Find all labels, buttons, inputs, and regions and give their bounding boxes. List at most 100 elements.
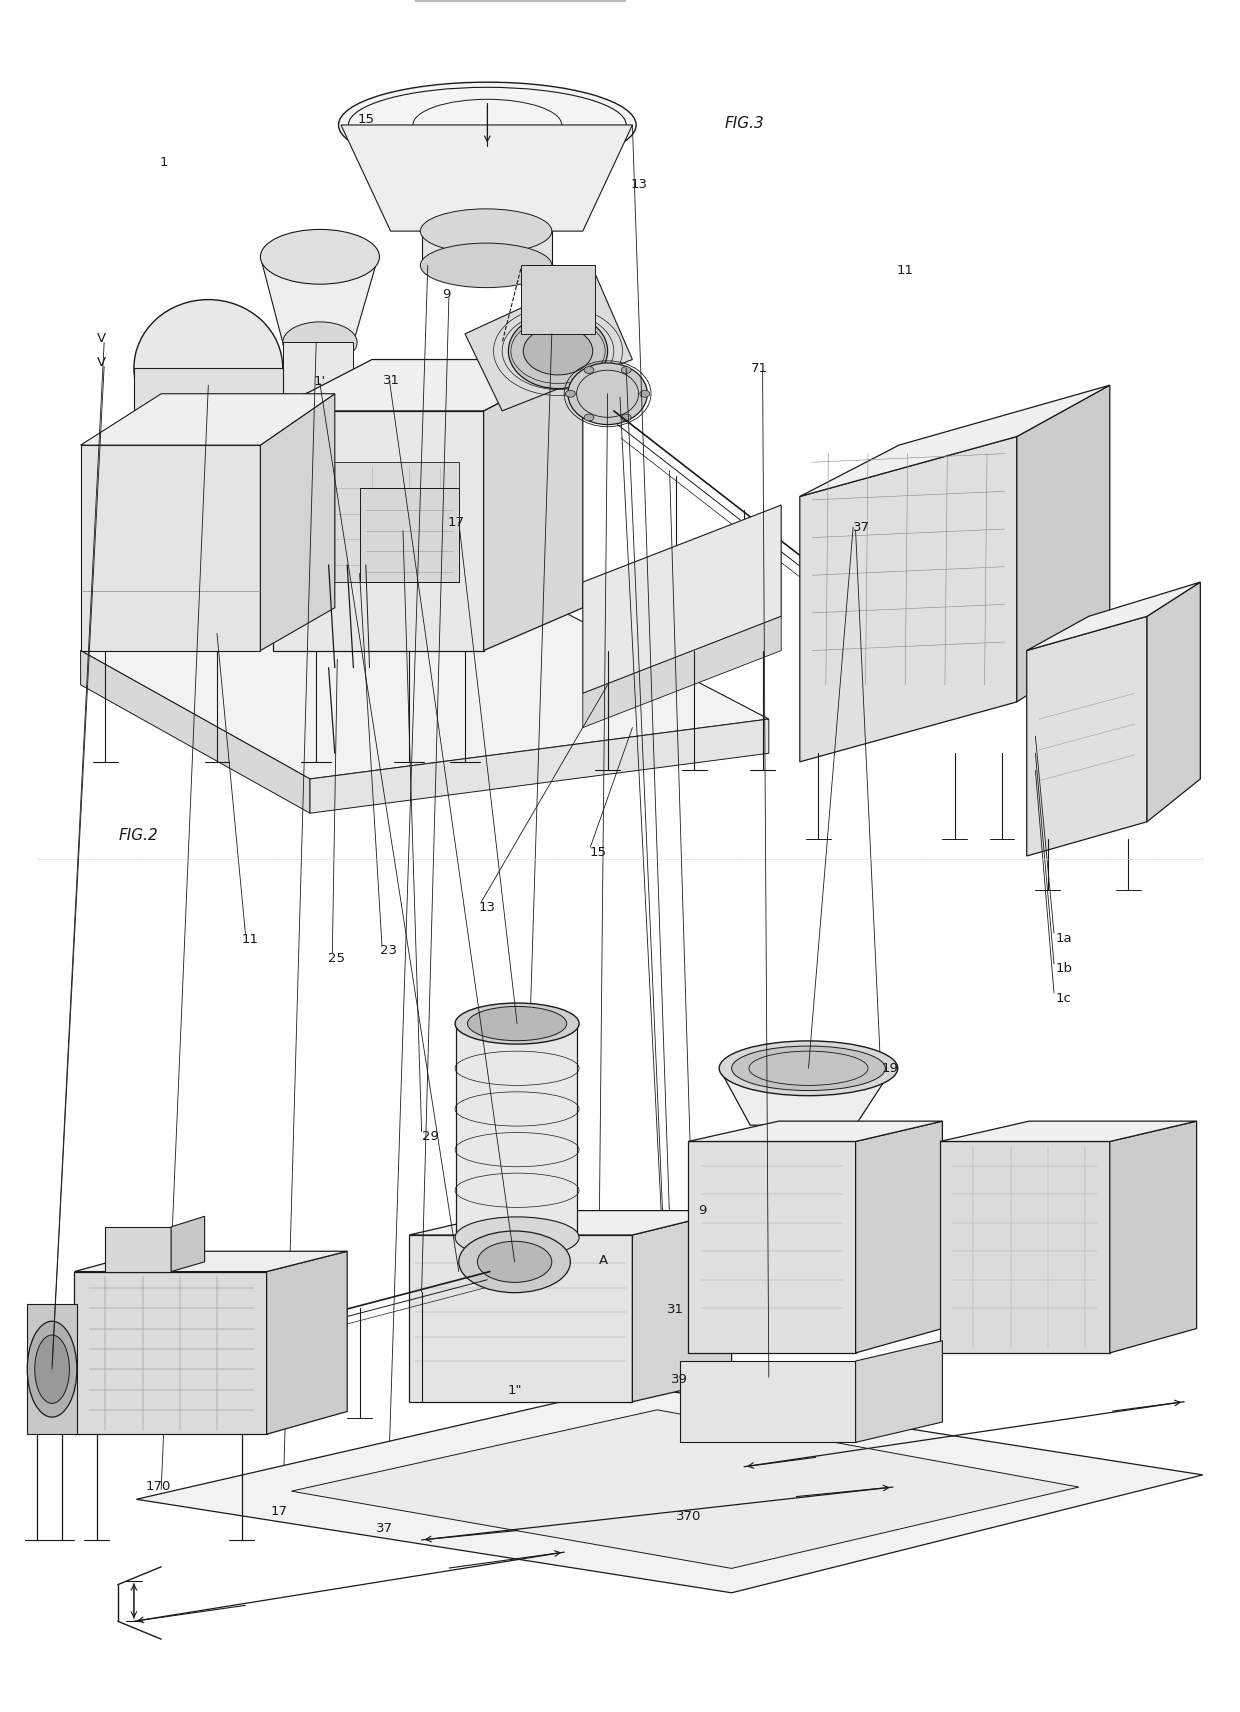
Ellipse shape — [523, 327, 593, 375]
Polygon shape — [291, 1411, 1079, 1568]
Polygon shape — [267, 1251, 347, 1435]
Polygon shape — [136, 1385, 1203, 1592]
Text: V: V — [97, 332, 107, 346]
Text: 11: 11 — [242, 933, 259, 947]
Polygon shape — [81, 445, 260, 651]
Text: 39: 39 — [671, 1373, 688, 1387]
Polygon shape — [1147, 582, 1200, 822]
Polygon shape — [341, 125, 632, 231]
Ellipse shape — [621, 366, 631, 373]
Polygon shape — [800, 385, 1110, 496]
Polygon shape — [74, 1251, 347, 1272]
Polygon shape — [940, 1121, 1197, 1142]
Polygon shape — [105, 1228, 171, 1272]
Text: 15: 15 — [589, 846, 606, 859]
Polygon shape — [273, 411, 484, 651]
Polygon shape — [484, 360, 583, 651]
Polygon shape — [81, 599, 769, 779]
Text: 1b: 1b — [1055, 962, 1073, 976]
Polygon shape — [273, 360, 583, 411]
Ellipse shape — [260, 229, 379, 284]
Text: 25: 25 — [327, 952, 345, 966]
Ellipse shape — [584, 414, 594, 421]
Polygon shape — [632, 1210, 732, 1402]
Polygon shape — [27, 1305, 77, 1435]
Ellipse shape — [719, 1041, 898, 1096]
Ellipse shape — [584, 366, 594, 373]
Polygon shape — [856, 1340, 942, 1442]
Ellipse shape — [621, 414, 631, 421]
Text: 17: 17 — [270, 1505, 288, 1519]
Text: 31: 31 — [383, 373, 401, 387]
Text: A: A — [599, 1253, 609, 1267]
Polygon shape — [409, 1234, 632, 1402]
Polygon shape — [310, 719, 769, 813]
Ellipse shape — [420, 243, 552, 288]
Text: 11: 11 — [897, 264, 914, 277]
Polygon shape — [1027, 616, 1147, 856]
Polygon shape — [1027, 582, 1200, 651]
Polygon shape — [409, 1210, 732, 1234]
Ellipse shape — [27, 1322, 77, 1418]
Text: 23: 23 — [379, 943, 397, 957]
Text: 13: 13 — [630, 178, 647, 192]
Ellipse shape — [508, 313, 608, 389]
Polygon shape — [688, 1121, 942, 1142]
Text: 9: 9 — [698, 1204, 706, 1217]
Ellipse shape — [134, 300, 283, 437]
Text: V: V — [97, 356, 107, 370]
Ellipse shape — [339, 82, 636, 168]
Polygon shape — [1110, 1121, 1197, 1352]
Ellipse shape — [35, 1335, 69, 1404]
Ellipse shape — [283, 322, 357, 363]
Ellipse shape — [640, 390, 650, 397]
Polygon shape — [680, 1361, 856, 1442]
Polygon shape — [583, 505, 781, 693]
Polygon shape — [260, 257, 378, 342]
Text: 370: 370 — [676, 1510, 701, 1524]
Text: 1": 1" — [507, 1383, 522, 1397]
Polygon shape — [260, 394, 335, 651]
Polygon shape — [81, 394, 335, 445]
Text: 71: 71 — [750, 361, 768, 375]
Text: FIG.3: FIG.3 — [724, 116, 764, 130]
Polygon shape — [1017, 385, 1110, 702]
Polygon shape — [134, 368, 283, 479]
Ellipse shape — [565, 390, 575, 397]
Ellipse shape — [568, 363, 647, 425]
Polygon shape — [74, 1272, 267, 1435]
Polygon shape — [940, 1142, 1110, 1352]
Polygon shape — [521, 265, 595, 334]
Text: 170: 170 — [146, 1479, 171, 1493]
Polygon shape — [422, 231, 552, 265]
Ellipse shape — [455, 1217, 579, 1258]
Text: 17: 17 — [448, 515, 465, 529]
Ellipse shape — [420, 209, 552, 253]
Polygon shape — [719, 1068, 893, 1125]
Polygon shape — [360, 488, 459, 582]
Text: 1': 1' — [314, 375, 326, 389]
Polygon shape — [856, 1121, 942, 1352]
Polygon shape — [800, 437, 1017, 762]
Text: 15: 15 — [357, 113, 374, 127]
Text: 29: 29 — [422, 1130, 439, 1144]
Text: 37: 37 — [853, 520, 870, 534]
Polygon shape — [688, 1142, 856, 1352]
Polygon shape — [81, 651, 310, 813]
Polygon shape — [283, 342, 353, 411]
Polygon shape — [171, 1216, 205, 1272]
Text: 9: 9 — [443, 288, 450, 301]
Polygon shape — [298, 462, 459, 582]
Text: FIG.2: FIG.2 — [119, 829, 159, 842]
Ellipse shape — [467, 1007, 567, 1041]
Ellipse shape — [732, 1046, 885, 1091]
Ellipse shape — [283, 392, 355, 430]
Polygon shape — [465, 274, 632, 411]
Polygon shape — [583, 616, 781, 728]
Ellipse shape — [134, 442, 283, 517]
Text: 1c: 1c — [1056, 991, 1071, 1005]
Ellipse shape — [477, 1241, 552, 1282]
Ellipse shape — [455, 1003, 579, 1044]
Text: 19: 19 — [882, 1061, 899, 1075]
Text: 1: 1 — [160, 156, 167, 169]
